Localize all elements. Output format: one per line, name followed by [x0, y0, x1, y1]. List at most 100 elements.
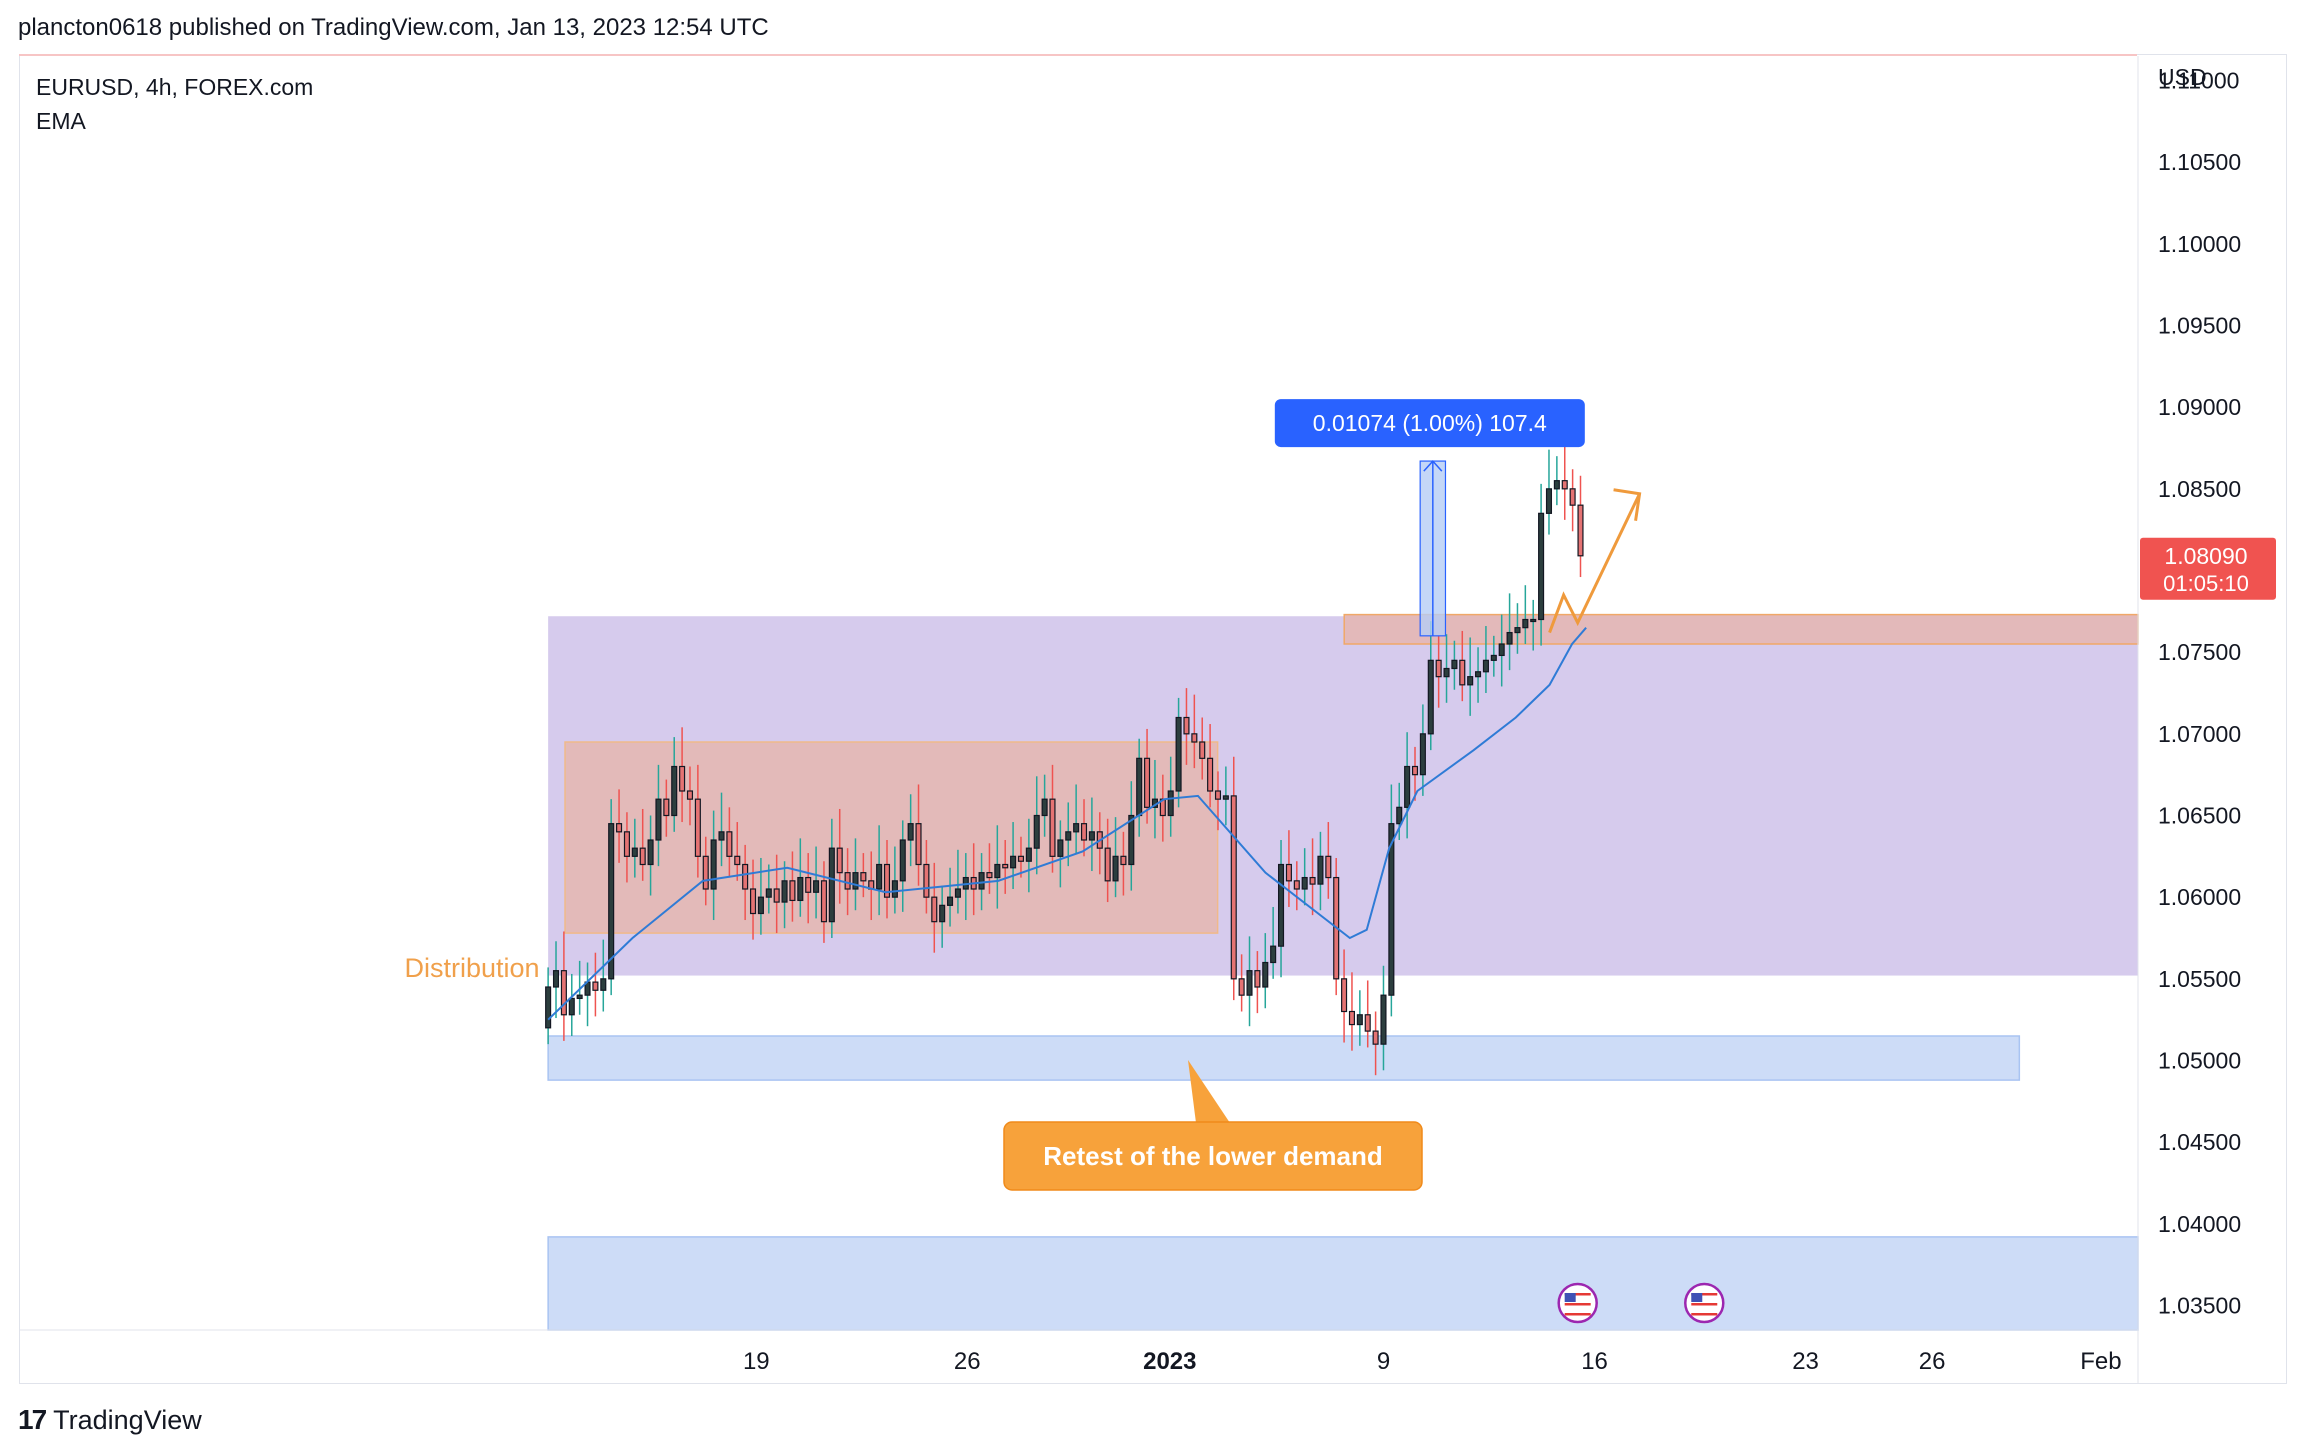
- candle: [1214, 771, 1222, 831]
- candle: [742, 844, 749, 921]
- candle: [623, 812, 630, 883]
- candle-body: [1396, 806, 1403, 825]
- candle-body: [947, 896, 954, 906]
- candle-body: [1419, 733, 1426, 776]
- candle-body: [883, 863, 891, 898]
- candle-body: [1049, 798, 1056, 857]
- candle: [686, 766, 694, 826]
- current-price-label: 1.08090: [2164, 543, 2247, 569]
- publisher-header: plancton0618 published on TradingView.co…: [18, 14, 769, 41]
- candle-body: [1356, 1014, 1363, 1026]
- callout-pointer: [1188, 1060, 1230, 1123]
- chart-legend[interactable]: EURUSD, 4h, FOREX.com EMA: [36, 70, 313, 138]
- flag-stripe: [1691, 1303, 1718, 1306]
- candle-body: [1498, 643, 1505, 657]
- us-event-icon[interactable]: [1557, 1282, 1598, 1324]
- candle-body: [1128, 814, 1135, 866]
- candle-body: [1435, 659, 1442, 678]
- candle-body: [986, 872, 993, 879]
- candle-body: [899, 839, 906, 882]
- candle-body: [1522, 618, 1529, 629]
- candle-body: [1482, 659, 1489, 673]
- candle-body: [1285, 863, 1292, 882]
- candle-body: [1136, 757, 1143, 817]
- candle-body: [1569, 488, 1576, 506]
- candle-body: [671, 765, 678, 817]
- candle-body: [805, 876, 812, 893]
- flag-stripe: [1564, 1293, 1591, 1296]
- candle: [639, 808, 646, 881]
- candle-body: [765, 888, 772, 898]
- lower-demand-zone: [547, 1035, 2021, 1081]
- candle: [552, 941, 560, 1019]
- candle: [805, 853, 812, 924]
- flag-stripe: [1691, 1308, 1718, 1311]
- candle: [663, 779, 670, 837]
- candle-body: [1246, 970, 1253, 996]
- candle-body: [1475, 671, 1482, 678]
- candle: [852, 838, 859, 911]
- candle: [1577, 475, 1584, 578]
- candle-body: [623, 831, 630, 857]
- candle: [616, 789, 623, 863]
- candle: [545, 967, 552, 1045]
- indicator-label[interactable]: EMA: [36, 108, 86, 134]
- candle: [1199, 717, 1206, 780]
- candle-body: [915, 823, 922, 866]
- candle-body: [1341, 978, 1348, 1013]
- tradingview-logo-text: TradingView: [53, 1404, 202, 1435]
- candle: [1285, 830, 1292, 907]
- us-event-icon[interactable]: [1684, 1282, 1725, 1324]
- candle-body: [1041, 798, 1048, 817]
- candle: [1080, 799, 1088, 857]
- candle: [1262, 933, 1269, 1009]
- candle: [820, 861, 827, 943]
- y-tick-label: 1.05000: [2158, 1048, 2241, 1074]
- candle: [1443, 634, 1450, 703]
- candle: [1183, 688, 1190, 765]
- tradingview-logo[interactable]: 17 TradingView: [18, 1404, 202, 1436]
- candle-body: [1167, 790, 1174, 817]
- y-tick-label: 1.09500: [2158, 313, 2241, 339]
- candle-body: [789, 880, 796, 902]
- candle-body: [663, 798, 670, 817]
- candle-body: [781, 880, 788, 903]
- callout-text: Retest of the lower demand: [1043, 1141, 1383, 1171]
- candle-body: [560, 970, 567, 1016]
- candle: [1553, 456, 1560, 506]
- candle-body: [1065, 831, 1072, 841]
- y-tick-label: 1.04000: [2158, 1211, 2241, 1237]
- candle: [568, 973, 575, 1036]
- candle: [797, 838, 804, 917]
- candle-body: [1199, 741, 1206, 759]
- candle-body: [939, 904, 946, 923]
- candle: [655, 764, 662, 867]
- y-tick-label: 1.03500: [2158, 1293, 2241, 1319]
- candle-body: [545, 986, 552, 1029]
- y-tick-label: 1.11000: [2158, 68, 2239, 94]
- candle: [1451, 640, 1458, 690]
- candle: [1545, 449, 1553, 535]
- candle: [1120, 831, 1127, 896]
- candle-body: [797, 876, 804, 902]
- candle: [1522, 585, 1529, 644]
- candle-body: [1459, 659, 1466, 686]
- candle-body: [655, 798, 662, 841]
- candle: [726, 807, 733, 878]
- candle: [1435, 635, 1442, 708]
- candle: [789, 851, 796, 922]
- candle: [1057, 820, 1064, 888]
- symbol-info[interactable]: EURUSD, 4h, FOREX.com: [36, 74, 314, 100]
- candle: [1498, 614, 1505, 687]
- candle: [1207, 724, 1214, 808]
- candle: [1017, 836, 1025, 878]
- candle-body: [1191, 733, 1198, 743]
- arrow-head-icon: [1613, 488, 1642, 521]
- candle-body: [726, 831, 733, 857]
- candle: [631, 818, 638, 878]
- candle-body: [1380, 994, 1387, 1045]
- candle-body: [710, 839, 717, 890]
- flag-canton: [1564, 1293, 1576, 1302]
- candle: [1002, 840, 1009, 894]
